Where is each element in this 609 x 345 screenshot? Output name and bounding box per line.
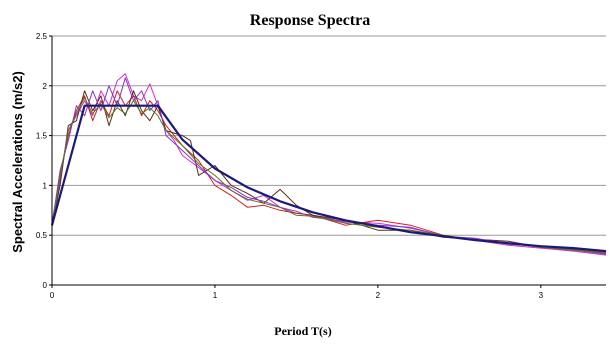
- y-tick-label: 0: [43, 281, 48, 290]
- axes: [51, 36, 606, 286]
- y-tick-label: 2: [43, 82, 48, 91]
- x-tick-label: 0: [50, 291, 55, 300]
- x-tick-label: 1: [213, 291, 218, 300]
- y-axis-label: Spectral Accelerations (m/s2): [10, 71, 25, 253]
- y-tick-label: 1.5: [36, 132, 48, 141]
- series-line-record-3: [51, 90, 607, 254]
- y-tick-label: 0.5: [36, 231, 48, 240]
- series-line-record-4: [51, 77, 607, 255]
- series-line-record-2: [51, 90, 607, 253]
- x-tick-label: 2: [376, 291, 381, 300]
- gridlines: [52, 35, 606, 236]
- tick-labels: 0 0.5 1 1.5 2 2.5 0 1 2 3: [36, 32, 544, 300]
- series-lines: [50, 73, 607, 256]
- chart-title: Response Spectra: [250, 12, 370, 29]
- series-line-record-5: [51, 97, 607, 254]
- y-tick-label: 2.5: [36, 32, 48, 41]
- x-tick-label: 3: [539, 291, 544, 300]
- y-tick-label: 1: [43, 181, 48, 190]
- series-line-design-spectrum: [50, 104, 607, 253]
- x-axis-label: Period T(s): [274, 324, 331, 338]
